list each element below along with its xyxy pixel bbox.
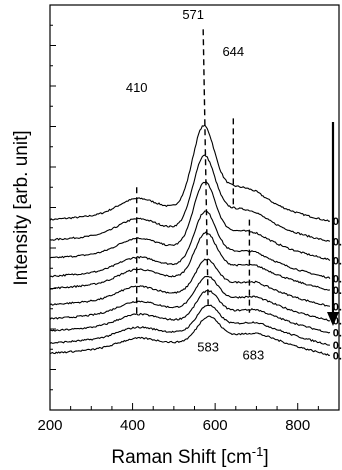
spectrum-line bbox=[49, 124, 330, 222]
spectrum-line bbox=[49, 315, 330, 356]
peak-label: 583 bbox=[197, 339, 219, 354]
series-labels: 0 V 0.1 0.2 0.30.35 0.4 0.50.60.70.75 V bbox=[333, 216, 342, 362]
trend-arrow-head bbox=[327, 312, 339, 326]
series-label: 0.3 bbox=[333, 274, 342, 286]
spectrum-line bbox=[49, 231, 331, 291]
x-axis-title: Raman Shift [cm-1] bbox=[111, 444, 268, 468]
series-label: 0.1 bbox=[333, 236, 342, 248]
peak-guide-line bbox=[202, 29, 209, 305]
x-tick-label: 600 bbox=[203, 417, 228, 434]
peak-label: 571 bbox=[182, 7, 204, 22]
series-label: 0 V bbox=[333, 216, 342, 228]
spectrum-line bbox=[50, 290, 331, 334]
series-label: 0.2 bbox=[333, 256, 342, 268]
peak-guide-lines bbox=[135, 29, 251, 317]
spectrum-line bbox=[49, 180, 331, 261]
series-label: 0.4 bbox=[333, 301, 342, 313]
peak-labels: 410 571 644 583 683 bbox=[126, 7, 264, 363]
spectrum-line bbox=[49, 154, 331, 242]
y-axis-title: Intensity [arb. unit] bbox=[11, 130, 32, 285]
x-axis-ticks bbox=[49, 403, 340, 410]
x-axis-tick-labels: 200 400 600 800 bbox=[37, 417, 310, 434]
x-tick-label: 200 bbox=[37, 417, 62, 434]
series-label: 0.5 bbox=[333, 316, 342, 328]
series-label: 0.75 V bbox=[333, 350, 342, 362]
peak-label: 410 bbox=[126, 80, 148, 95]
x-tick-label: 800 bbox=[285, 417, 310, 434]
peak-label: 683 bbox=[243, 347, 265, 362]
series-label: 0.35 bbox=[333, 285, 342, 297]
spectrum-line bbox=[49, 258, 331, 307]
spectrum-line bbox=[49, 304, 330, 346]
spectrum-line bbox=[49, 210, 331, 279]
series-label: 0.7 bbox=[333, 340, 342, 352]
peak-label: 644 bbox=[222, 44, 244, 59]
series-label: 0.6 bbox=[333, 327, 342, 339]
spectra-series-group bbox=[49, 124, 331, 356]
spectrum-line bbox=[49, 275, 330, 322]
x-tick-label: 400 bbox=[120, 417, 145, 434]
y-axis-ticks bbox=[50, 24, 56, 391]
